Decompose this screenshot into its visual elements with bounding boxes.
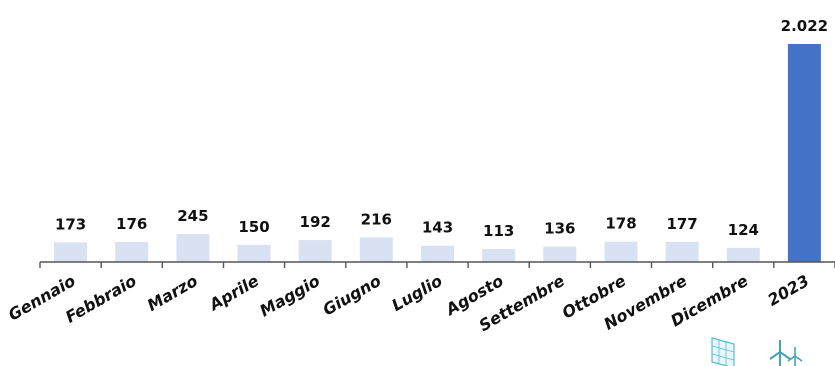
bar-settembre: [543, 246, 577, 262]
category-label-luglio: Luglio: [388, 271, 445, 315]
category-label-marzo: Marzo: [144, 271, 201, 315]
bar-marzo: [176, 234, 210, 262]
value-label-maggio: 192: [300, 213, 331, 231]
value-label-dicembre: 124: [728, 221, 759, 239]
bars-layer: [54, 44, 821, 262]
category-label-maggio: Maggio: [256, 271, 323, 321]
bar-dicembre: [726, 247, 760, 262]
value-label-ottobre: 178: [605, 215, 636, 233]
value-label-agosto: 113: [483, 222, 514, 240]
bar-gennaio: [54, 242, 88, 262]
value-label-2023: 2.022: [781, 17, 828, 35]
bar-luglio: [421, 245, 454, 262]
category-label-aprile: Aprile: [204, 271, 262, 315]
x-axis: [39, 261, 835, 268]
bar-febbraio: [115, 241, 149, 262]
solar-panel-icon: [711, 337, 735, 366]
bar-giugno: [359, 237, 393, 262]
value-label-novembre: 177: [666, 215, 697, 233]
value-label-luglio: 143: [422, 219, 453, 237]
bar-ottobre: [604, 241, 638, 262]
wind-turbine-icon: [769, 340, 803, 366]
value-label-giugno: 216: [361, 210, 392, 228]
bar-agosto: [482, 249, 516, 262]
bar-novembre: [665, 241, 699, 262]
value-label-aprile: 150: [238, 218, 269, 236]
bar-aprile: [237, 244, 271, 262]
category-label-2023: 2023: [764, 271, 812, 310]
bar-2023: [787, 44, 821, 262]
category-label-giugno: Giugno: [320, 271, 385, 319]
bar-maggio: [298, 240, 332, 262]
value-labels-layer: 173 176 245 150 192 216 143 113 136 178 177 124 2.02…: [55, 17, 828, 240]
value-label-marzo: 245: [177, 207, 208, 225]
value-label-gennaio: 173: [55, 215, 86, 233]
value-label-settembre: 136: [544, 220, 575, 238]
value-label-febbraio: 176: [116, 215, 147, 233]
